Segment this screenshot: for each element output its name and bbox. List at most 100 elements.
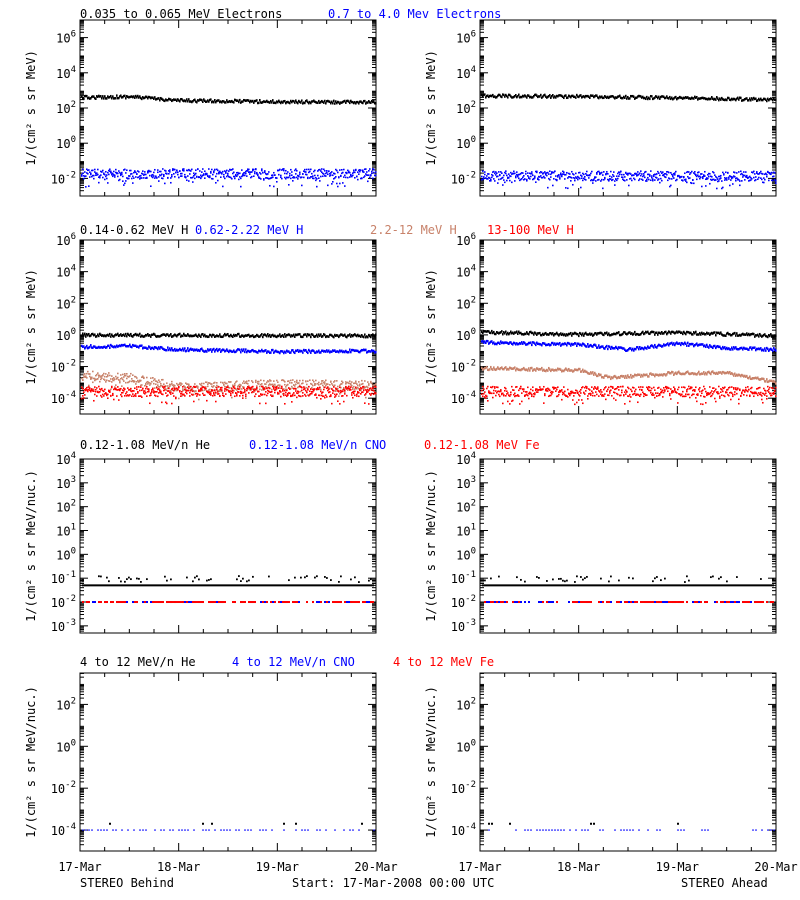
data-point: [164, 348, 166, 352]
data-point: [573, 343, 575, 346]
data-point: [672, 330, 674, 334]
data-point: [728, 347, 730, 350]
data-point: [152, 173, 154, 176]
data-point: [494, 95, 496, 98]
data-point: [101, 375, 103, 377]
data-point: [368, 333, 370, 337]
data-point: [285, 335, 287, 338]
data-point: [685, 180, 687, 182]
data-point: [103, 345, 105, 349]
data-point: [200, 335, 202, 339]
data-point: [551, 95, 553, 98]
data-point: [81, 386, 83, 389]
data-point: [247, 387, 249, 390]
data-point: [337, 171, 339, 174]
data-point: [184, 388, 186, 391]
data-point: [590, 343, 592, 347]
data-point: [277, 334, 279, 338]
data-point: [285, 386, 287, 388]
data-point: [737, 96, 739, 100]
data-point: [370, 335, 372, 339]
data-point: [487, 330, 489, 333]
data-point: [547, 95, 549, 99]
data-point: [373, 168, 375, 171]
data-point: [135, 376, 137, 378]
data-point: [154, 96, 156, 99]
data-point: [243, 386, 245, 388]
data-point: [715, 98, 717, 101]
data-point: [589, 344, 591, 347]
data-point: [83, 334, 85, 337]
data-point: [242, 349, 244, 353]
data-point: [187, 333, 189, 336]
data-point: [632, 333, 634, 336]
data-point: [349, 389, 351, 391]
data-point: [673, 172, 675, 175]
data-point: [305, 171, 307, 173]
data-point: [633, 95, 635, 99]
data-point: [160, 96, 162, 100]
data-point: [197, 393, 199, 396]
data-point: [350, 386, 352, 388]
data-point: [115, 171, 117, 174]
data-point: [147, 388, 149, 390]
data-point: [100, 376, 102, 378]
data-point: [150, 347, 152, 351]
data-point: [363, 385, 365, 388]
data-point: [88, 388, 90, 391]
data-point: [733, 171, 735, 173]
data-point: [192, 348, 194, 351]
data-point: [488, 342, 490, 345]
data-point: [325, 379, 327, 382]
data-point: [193, 99, 195, 102]
data-point: [199, 98, 201, 101]
data-point: [751, 177, 753, 180]
data-point: [611, 179, 613, 182]
data-point: [113, 174, 115, 176]
data-point: [336, 169, 338, 172]
data-point: [577, 342, 579, 345]
data-point: [172, 169, 174, 172]
data-point: [655, 176, 657, 179]
data-point: [748, 99, 750, 102]
data-point: [549, 170, 551, 173]
data-point: [348, 385, 350, 388]
data-point: [147, 171, 149, 174]
data-point: [721, 187, 723, 190]
data-point: [250, 334, 252, 338]
data-point: [320, 398, 322, 400]
data-point: [355, 382, 357, 384]
data-point: [347, 176, 349, 179]
data-point: [226, 389, 228, 392]
data-point: [617, 95, 619, 98]
data-point: [364, 333, 366, 336]
data-point: [206, 335, 208, 338]
data-point: [345, 383, 347, 385]
data-point: [694, 173, 696, 175]
data-point: [273, 384, 275, 387]
data-point: [125, 332, 127, 336]
data-point: [192, 394, 194, 396]
data-point: [230, 169, 232, 171]
data-point: [163, 99, 165, 102]
data-point: [162, 386, 164, 388]
data-point: [149, 382, 151, 384]
data-point: [335, 176, 337, 178]
data-point: [582, 95, 584, 98]
data-point: [319, 168, 321, 171]
header-label-3-1: 4 to 12 MeV/n CNO: [232, 655, 355, 669]
data-point: [542, 173, 544, 175]
data-point: [363, 335, 365, 339]
data-point: [153, 171, 155, 174]
data-point: [98, 391, 100, 394]
data-point: [730, 334, 732, 337]
data-point: [572, 173, 574, 175]
data-point: [355, 349, 357, 352]
data-point: [118, 388, 120, 391]
data-point: [148, 95, 150, 99]
data-point: [772, 179, 774, 182]
data-point: [647, 345, 649, 348]
data-point: [268, 386, 270, 389]
data-point: [708, 332, 710, 335]
data-point: [146, 95, 148, 99]
